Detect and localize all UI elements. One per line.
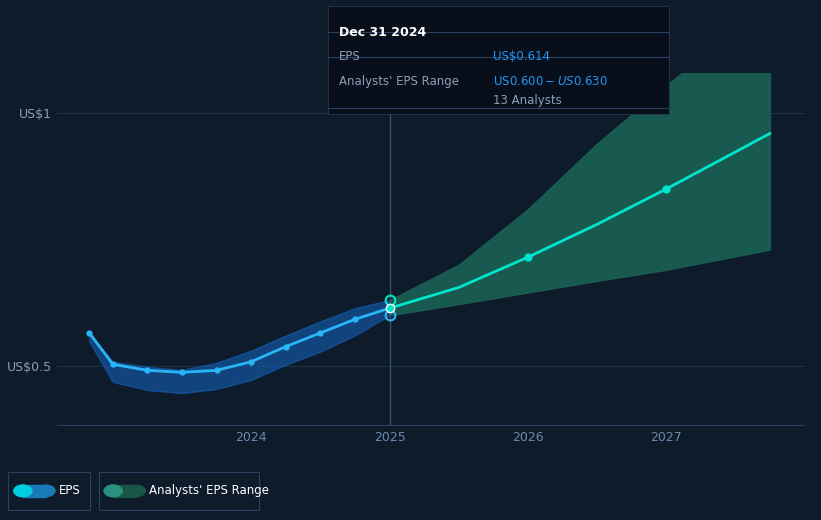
Text: Actual: Actual bbox=[351, 70, 387, 81]
Text: US$0.600 - US$0.630: US$0.600 - US$0.630 bbox=[493, 75, 608, 88]
Text: Analysts' EPS Range: Analysts' EPS Range bbox=[339, 75, 459, 88]
Text: US$0.614: US$0.614 bbox=[493, 50, 549, 63]
Text: 13 Analysts: 13 Analysts bbox=[493, 94, 562, 107]
Text: EPS: EPS bbox=[339, 50, 360, 63]
Text: Analysts Forecasts: Analysts Forecasts bbox=[395, 70, 498, 81]
Text: EPS: EPS bbox=[59, 485, 80, 497]
Text: Dec 31 2024: Dec 31 2024 bbox=[339, 26, 426, 39]
Text: Analysts' EPS Range: Analysts' EPS Range bbox=[149, 485, 269, 497]
